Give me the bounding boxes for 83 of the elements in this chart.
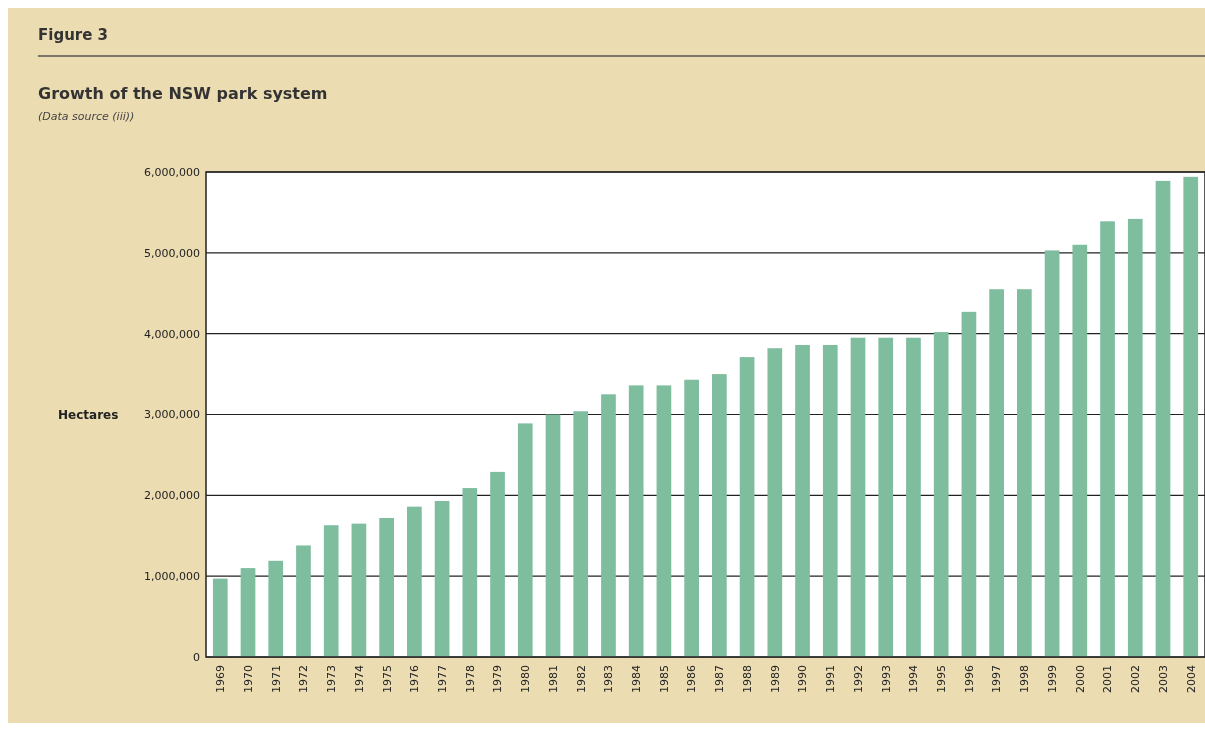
x-tick-label: 1992 [851, 665, 865, 693]
x-tick-label: 1990 [796, 665, 810, 693]
x-tick-label: 1985 [657, 665, 671, 693]
y-tick-label: 4,000,000 [144, 327, 200, 341]
bar [573, 411, 589, 657]
y-tick-label: 0 [193, 650, 200, 664]
bar [323, 525, 339, 657]
bar [407, 506, 422, 657]
bar [351, 523, 367, 657]
x-tick-label: 1988 [740, 665, 754, 693]
x-tick-label: 1976 [408, 665, 422, 693]
bar [601, 394, 616, 657]
bar [517, 423, 533, 657]
bar [933, 332, 949, 657]
x-tick-label: 1978 [463, 665, 477, 693]
bar [240, 568, 256, 657]
x-tick-label: 1986 [685, 665, 699, 693]
text: (Data source (iii)) [38, 110, 135, 123]
x-tick-label: 1971 [269, 665, 283, 693]
x-tick-label: 1973 [325, 665, 339, 693]
bar [712, 374, 727, 657]
x-tick-label: 1969 [214, 665, 228, 693]
bar [296, 545, 311, 657]
x-tick-label: 1984 [630, 665, 644, 693]
x-tick-label: 1979 [491, 665, 505, 693]
bar [268, 560, 284, 657]
bar [906, 337, 921, 657]
y-tick-label: 5,000,000 [144, 246, 200, 260]
bar [1155, 180, 1171, 657]
x-tick-label: 2000 [1073, 665, 1087, 693]
y-tick-label: 6,000,000 [144, 165, 200, 179]
bar [212, 578, 228, 657]
y-tick-label: 2,000,000 [144, 489, 200, 503]
bar [1100, 221, 1115, 657]
x-tick-label: 1997 [990, 665, 1004, 693]
bar [989, 289, 1004, 657]
bar [462, 488, 478, 657]
y-tick-label: 1,000,000 [144, 570, 200, 584]
bar [684, 379, 699, 657]
bar [795, 344, 810, 657]
chart-subtitle: Growth of the NSW park system [38, 84, 328, 103]
x-tick-label: 1996 [962, 665, 976, 693]
y-tick-label: 3,000,000 [144, 408, 200, 422]
x-tick-label: 2003 [1156, 665, 1170, 693]
bar [1183, 176, 1199, 657]
x-tick-label: 1977 [435, 665, 449, 693]
x-tick-label: 1998 [1018, 665, 1032, 693]
bar [739, 357, 755, 657]
bar [379, 517, 394, 657]
x-tick-label: 1991 [824, 665, 838, 693]
x-tick-label: 1995 [935, 665, 949, 693]
x-tick-label: 2001 [1101, 665, 1115, 693]
x-tick-label: 1982 [574, 665, 588, 693]
x-tick-label: 1972 [297, 665, 311, 693]
bar [1017, 289, 1032, 657]
x-tick-label: 2002 [1129, 665, 1143, 693]
x-tick-label: 1993 [879, 665, 893, 693]
bar [878, 337, 894, 657]
x-tick-label: 1983 [602, 665, 616, 693]
x-tick-label: 1989 [768, 665, 782, 693]
x-tick-label: 1999 [1045, 665, 1059, 693]
bar [545, 414, 561, 657]
bar [434, 500, 450, 657]
x-tick-label: 1970 [241, 665, 255, 693]
text: Figure 3 [38, 26, 109, 44]
bar [1127, 218, 1143, 657]
bar [767, 348, 783, 657]
bar [822, 344, 838, 657]
x-tick-label: 2004 [1184, 665, 1198, 693]
bar [961, 311, 977, 657]
x-tick-label: 1994 [907, 665, 921, 693]
x-tick-label: 1981 [546, 665, 560, 693]
bar [490, 471, 505, 657]
bar [850, 337, 866, 657]
x-tick-label: 1974 [352, 665, 366, 693]
bar [1044, 250, 1060, 657]
x-tick-label: 1975 [380, 665, 394, 693]
bar [656, 385, 672, 657]
bar [628, 385, 644, 657]
x-tick-label: 1980 [519, 665, 533, 693]
x-tick-label: 1987 [713, 665, 727, 693]
y-axis-title: Hectares [58, 407, 119, 422]
bar [1072, 244, 1088, 657]
